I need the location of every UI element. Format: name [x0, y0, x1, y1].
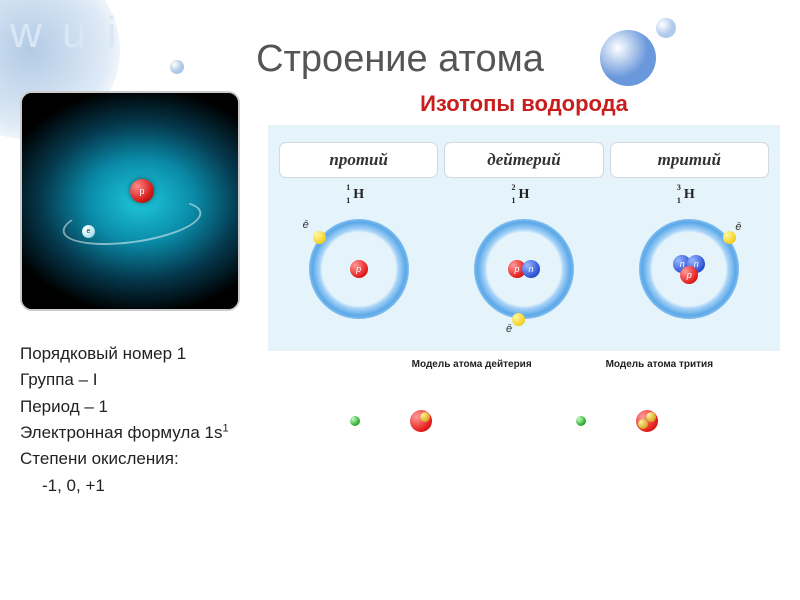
nucleus: p — [352, 260, 366, 278]
isotope-atom-diagram: ēpn — [464, 209, 584, 329]
tritium-nucleus-icon — [636, 410, 658, 432]
isotope-symbol: 21H — [519, 187, 530, 203]
electron-icon — [313, 231, 326, 244]
isotope-name-box: тритий — [611, 143, 768, 177]
bottom-models-row — [268, 410, 780, 432]
isotope-дейтерий: дейтерий 21H ēpn — [445, 143, 602, 329]
model-labels-row: . Модель атома дейтерия Модель атома три… — [268, 359, 780, 370]
nucleus: pn — [510, 260, 538, 278]
deuterium-model — [350, 410, 432, 432]
isotope-atom-diagram: ēnnp — [629, 209, 749, 329]
proton-nucleus: p — [130, 179, 154, 203]
prop-oxidation-label: Степени окисления: — [20, 446, 250, 472]
isotope-name-box: дейтерий — [445, 143, 602, 177]
tritium-model-label: Модель атома трития — [606, 359, 713, 370]
deuterium-nucleus-icon — [410, 410, 432, 432]
element-properties: Порядковый номер 1 Группа – I Период – 1… — [20, 341, 250, 499]
hydrogen-atom-diagram: p e — [20, 91, 240, 311]
electron-icon — [350, 416, 360, 426]
left-column: p e Порядковый номер 1 Группа – I Период… — [20, 91, 250, 499]
prop-period: Период – 1 — [20, 394, 250, 420]
nucleus: nnp — [673, 255, 705, 283]
isotope-symbol: 31H — [684, 187, 695, 203]
content-row: p e Порядковый номер 1 Группа – I Период… — [0, 91, 800, 499]
electron-particle: e — [82, 225, 95, 238]
prop-electron-formula: Электронная формула 1s1 — [20, 420, 250, 446]
isotope-name-box: протий — [280, 143, 437, 177]
isotope-atom-diagram: ēp — [299, 209, 419, 329]
deuterium-model-label: Модель атома дейтерия — [412, 359, 532, 370]
bg-watermark-text: w u i — [10, 8, 120, 58]
isotope-протий: протий 11H ēp — [280, 143, 437, 329]
prop-oxidation-values: -1, 0, +1 — [20, 473, 250, 499]
prop-atomic-number: Порядковый номер 1 — [20, 341, 250, 367]
electron-icon — [576, 416, 586, 426]
prop-group: Группа – I — [20, 367, 250, 393]
isotope-symbol: 11H — [353, 187, 364, 203]
isotope-тритий: тритий 31H ēnnp — [611, 143, 768, 329]
isotopes-title: Изотопы водорода — [268, 91, 780, 117]
electron-icon — [512, 313, 525, 326]
isotopes-panel: протий 11H ēp дейтерий 21H ēpn тритий 31H ēnnp — [268, 125, 780, 351]
tritium-model — [576, 410, 658, 432]
right-column: Изотопы водорода протий 11H ēp дейтерий 21H ē… — [268, 91, 780, 499]
